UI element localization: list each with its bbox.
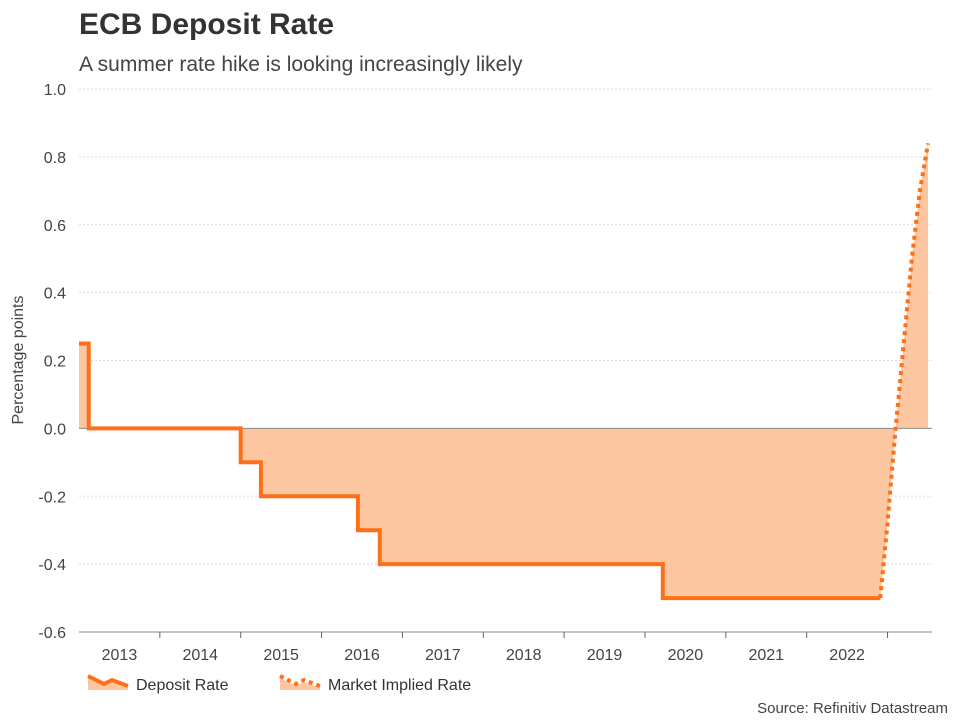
x-tick-label: 2014 [182, 647, 218, 664]
y-tick-label: 0.8 [44, 150, 66, 167]
legend-label-deposit-rate: Deposit Rate [136, 677, 229, 694]
chart-title: ECB Deposit Rate [79, 8, 335, 41]
x-tick-label: 2021 [748, 647, 784, 664]
y-tick-label: -0.4 [38, 557, 66, 574]
x-tick-label: 2020 [668, 647, 704, 664]
rate-area-fill [79, 143, 928, 599]
x-tick-label: 2017 [425, 647, 461, 664]
chart-subtitle: A summer rate hike is looking increasing… [79, 53, 523, 76]
x-tick-label: 2022 [829, 647, 865, 664]
x-tick-label: 2013 [102, 647, 138, 664]
y-axis-label: Percentage points [10, 296, 27, 425]
market-implied-rate-line [878, 142, 930, 599]
x-tick-label: 2015 [263, 647, 299, 664]
y-tick-label: 0.6 [44, 218, 66, 235]
x-tick-label: 2018 [506, 647, 542, 664]
legend-swatch-market-implied-rate [279, 674, 321, 688]
legend-item-market-implied-rate: Market Implied Rate [279, 674, 471, 694]
x-tick-label: 2019 [587, 647, 623, 664]
y-tick-label: 0.4 [44, 286, 66, 303]
legend-item-deposit-rate: Deposit Rate [87, 674, 229, 694]
legend-label-market-implied-rate: Market Implied Rate [328, 677, 471, 694]
y-tick-label: -0.2 [38, 489, 66, 506]
legend-swatch-deposit-rate [87, 674, 129, 688]
y-tick-label: -0.6 [38, 625, 66, 642]
legend: Deposit Rate Market Implied Rate [87, 674, 471, 694]
y-tick-label: 0.2 [44, 354, 66, 371]
source-note: Source: Refinitiv Datastream [757, 700, 948, 717]
y-tick-label: 1.0 [44, 82, 66, 99]
x-tick-label: 2016 [344, 647, 380, 664]
y-axis-ticks: 1.0 0.8 0.6 0.4 0.2 0.0 -0.2 -0.4 -0.6 [38, 82, 66, 642]
legend-swatch-market-fill [280, 678, 320, 690]
x-axis-ticks: 2013 2014 2015 2016 2017 2018 2019 2020 2021 2022 [102, 632, 889, 664]
y-tick-label: 0.0 [44, 421, 66, 438]
deposit-rate-line [79, 341, 881, 601]
